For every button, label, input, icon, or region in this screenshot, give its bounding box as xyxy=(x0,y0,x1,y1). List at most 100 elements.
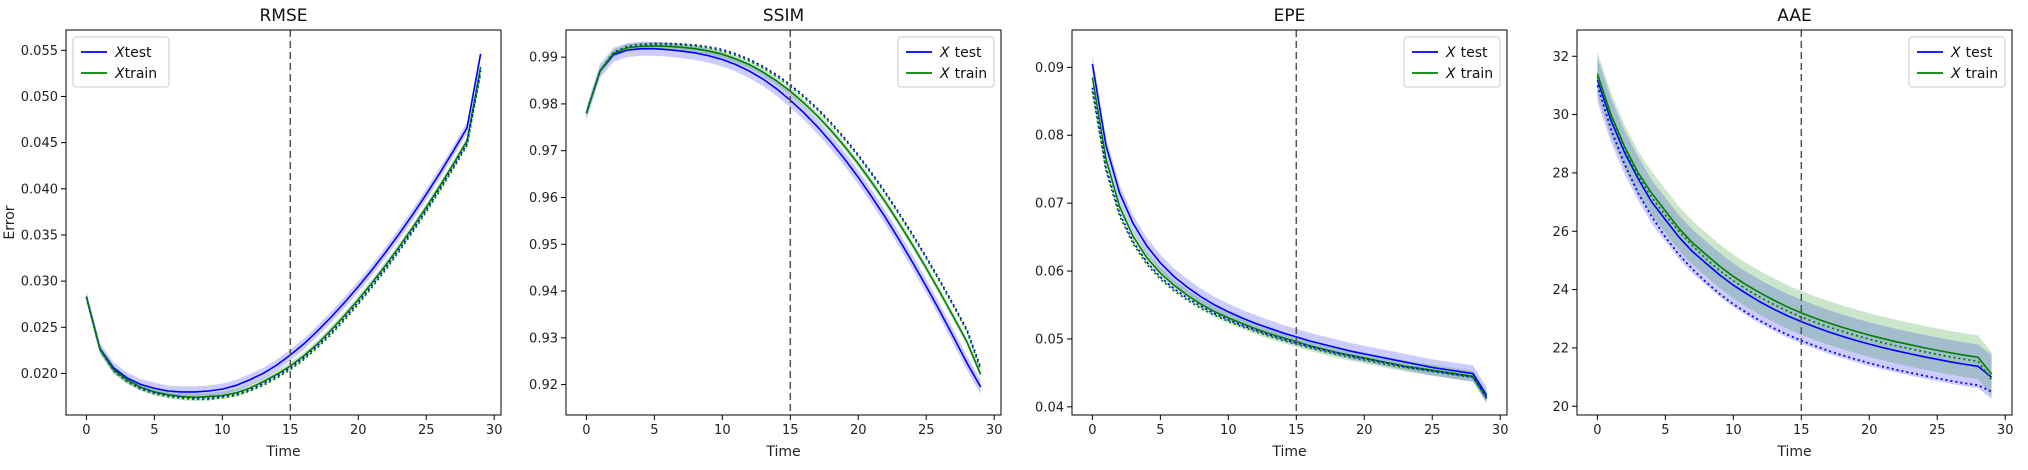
x-tick-label: 25 xyxy=(1424,423,1441,438)
axes-frame xyxy=(1071,29,1508,416)
x-tick-label: 0 xyxy=(1088,423,1096,438)
x-tick-label: 30 xyxy=(486,423,503,438)
legend-word: train xyxy=(955,66,988,82)
y-tick-label: 0.025 xyxy=(21,321,58,336)
y-tick-label: 0.07 xyxy=(1035,197,1064,212)
y-tick-label: 0.05 xyxy=(1035,332,1064,347)
x-tick-label: 5 xyxy=(150,423,158,438)
x-tick-label: 0 xyxy=(82,423,90,438)
chart-title: EPE xyxy=(1274,6,1306,26)
legend-word: test xyxy=(1966,45,1993,61)
legend-symbol: X xyxy=(939,66,950,82)
axes-frame xyxy=(1576,29,2013,416)
y-tick-label: 0.99 xyxy=(529,51,558,66)
legend-word: test xyxy=(1461,45,1488,61)
legend-symbol: X xyxy=(1950,66,1961,82)
legend-box xyxy=(72,36,170,88)
x-axis-label: Time xyxy=(765,444,800,460)
y-tick-label: 32 xyxy=(1552,50,1569,65)
x-tick-label: 10 xyxy=(714,423,731,438)
axes-frame xyxy=(565,29,1002,416)
y-tick-label: 0.040 xyxy=(21,182,58,197)
y-tick-label: 30 xyxy=(1552,108,1569,123)
x-tick-label: 5 xyxy=(1661,423,1669,438)
x-tick-label: 30 xyxy=(986,423,1003,438)
x-tick-label: 5 xyxy=(1156,423,1164,438)
y-tick-label: 0.98 xyxy=(529,97,558,112)
series-line-test-dotted xyxy=(1091,87,1488,399)
axes-frame xyxy=(65,29,502,416)
plot-area xyxy=(585,30,982,415)
plot-area xyxy=(1596,30,1993,415)
plot-area xyxy=(85,30,482,415)
chart-title: AAE xyxy=(1777,6,1811,26)
x-tick-label: 10 xyxy=(1220,423,1237,438)
x-tick-label: 30 xyxy=(1997,423,2014,438)
y-tick-label: 28 xyxy=(1552,166,1569,181)
y-tick-label: 0.035 xyxy=(21,228,58,243)
chart-panel-rmse: 0 5 10 15 20 25 30 0.020 0.025 0.030 0.035 0.040 0.0… xyxy=(2,6,502,460)
x-tick-label: 20 xyxy=(1861,423,1878,438)
x-tick-label: 0 xyxy=(582,423,590,438)
chart-title: SSIM xyxy=(763,6,804,26)
y-tick-label: 0.97 xyxy=(529,144,558,159)
series-line-train-dotted xyxy=(85,73,482,401)
band-test xyxy=(1597,57,1992,399)
series-line-test xyxy=(585,47,982,388)
y-tick-label: 0.96 xyxy=(529,191,558,206)
y-tick-label: 0.06 xyxy=(1035,265,1064,280)
band-train xyxy=(1092,72,1487,403)
legend-box xyxy=(1908,36,2006,88)
series-line-train-dotted xyxy=(1091,90,1488,400)
legend-symbol: X xyxy=(1445,45,1456,61)
legend-word: train xyxy=(125,66,158,82)
x-tick-label: 25 xyxy=(418,423,435,438)
y-tick-label: 0.93 xyxy=(529,331,558,346)
series-line-train xyxy=(585,45,982,375)
series-line-train-dotted xyxy=(1596,76,1993,381)
chart-panel-ssim: 0 5 10 15 20 25 30 0.92 0.93 0.94 0.95 0.96 0.97 0.98… xyxy=(529,6,1002,460)
x-tick-label: 30 xyxy=(1492,423,1509,438)
y-tick-label: 22 xyxy=(1552,341,1569,356)
legend-box xyxy=(897,36,995,88)
legend-symbol: X xyxy=(114,45,125,61)
x-axis-label: Time xyxy=(1776,444,1811,460)
x-axis-label: Time xyxy=(1271,444,1306,460)
x-tick-label: 15 xyxy=(1793,423,1810,438)
series-line-test xyxy=(1596,79,1993,378)
series-line-train-dotted xyxy=(585,43,982,370)
y-tick-label: 0.92 xyxy=(529,378,558,393)
plot-area xyxy=(1091,30,1488,415)
series-line-train xyxy=(1596,73,1993,375)
y-tick-label: 26 xyxy=(1552,225,1569,240)
legend-symbol: X xyxy=(1950,45,1961,61)
legend-box xyxy=(1403,36,1501,88)
legend-symbol: X xyxy=(1445,66,1456,82)
legend-label-test: Xtest xyxy=(114,45,152,61)
x-tick-label: 20 xyxy=(1356,423,1373,438)
x-tick-label: 15 xyxy=(282,423,299,438)
y-tick-label: 0.95 xyxy=(529,238,558,253)
x-tick-label: 20 xyxy=(350,423,367,438)
y-tick-label: 24 xyxy=(1552,283,1569,298)
chart-panel-epe: 0 5 10 15 20 25 30 0.04 0.05 0.06 0.07 0.08 0.09 EPE T… xyxy=(1035,6,1508,460)
series-line-test-dotted xyxy=(85,70,482,400)
y-tick-label: 0.04 xyxy=(1035,400,1064,415)
x-tick-label: 25 xyxy=(1929,423,1946,438)
legend-label-train: Xtrain xyxy=(114,66,157,82)
x-tick-label: 0 xyxy=(1593,423,1601,438)
series-line-train xyxy=(85,66,482,399)
x-tick-label: 10 xyxy=(214,423,231,438)
legend-word: train xyxy=(1461,66,1494,82)
chart-title: RMSE xyxy=(259,6,307,26)
x-tick-label: 10 xyxy=(1725,423,1742,438)
x-tick-label: 15 xyxy=(782,423,799,438)
